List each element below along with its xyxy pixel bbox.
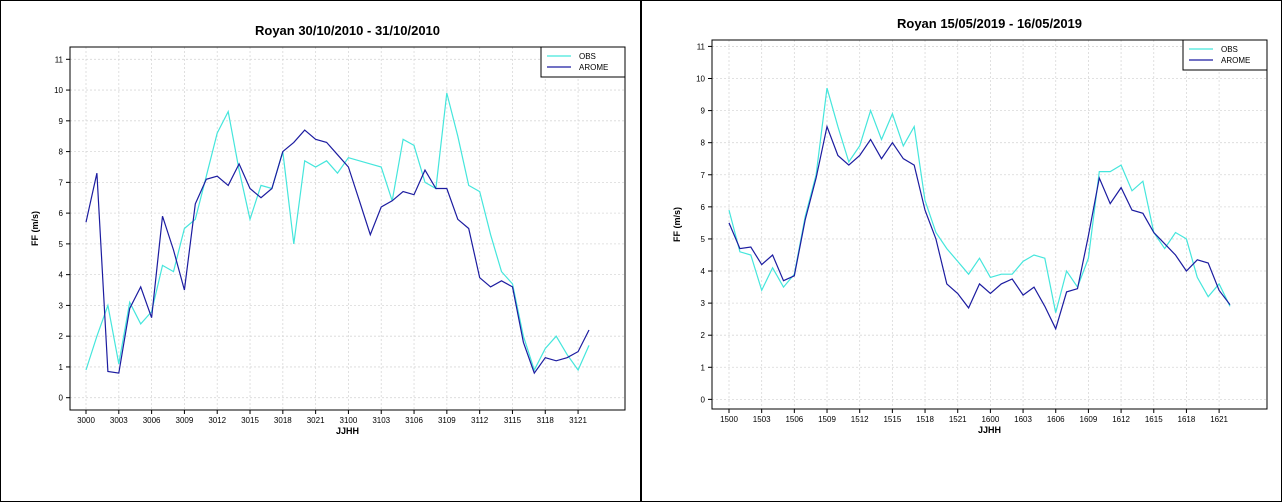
x-tick-label: 1615 (1145, 415, 1163, 424)
y-tick-label: 0 (59, 394, 64, 403)
chart-title: Royan 15/05/2019 - 16/05/2019 (897, 16, 1082, 31)
series-line (85, 92, 590, 372)
y-tick-label: 9 (701, 107, 706, 116)
y-tick-label: 1 (59, 363, 64, 372)
y-tick-label: 3 (59, 301, 64, 310)
y-tick-label: 7 (701, 171, 706, 180)
x-tick-label: 1521 (949, 415, 967, 424)
y-tick-label: 1 (701, 363, 706, 372)
series-line (728, 124, 1231, 331)
y-tick-label: 2 (59, 332, 64, 341)
y-tick-label: 11 (697, 42, 706, 51)
x-tick-label: 3000 (77, 416, 95, 425)
plot-frame (711, 39, 1268, 410)
chart-title: Royan 30/10/2010 - 31/10/2010 (255, 23, 440, 38)
x-tick-label: 1503 (753, 415, 771, 424)
y-tick-label: 10 (54, 86, 63, 95)
x-tick-label: 1612 (1112, 415, 1130, 424)
legend-label: AROME (1221, 56, 1250, 65)
y-tick-label: 11 (55, 55, 64, 64)
x-tick-label: 1600 (981, 415, 999, 424)
y-tick-label: 2 (701, 331, 706, 340)
x-tick-label: 3021 (307, 416, 325, 425)
x-tick-label: 1500 (720, 415, 738, 424)
x-tick-label: 3012 (208, 416, 226, 425)
x-tick-label: 3015 (241, 416, 259, 425)
x-tick-label: 1618 (1178, 415, 1196, 424)
y-tick-label: 6 (59, 209, 64, 218)
x-tick-label: 1512 (851, 415, 869, 424)
x-tick-label: 3003 (110, 416, 128, 425)
x-tick-label: 3118 (537, 416, 555, 425)
y-tick-label: 4 (59, 271, 64, 280)
y-tick-label: 5 (701, 235, 706, 244)
y-tick-label: 6 (701, 203, 706, 212)
y-tick-label: 10 (696, 75, 705, 84)
x-axis-label: JJHH (336, 426, 359, 436)
legend-label: OBS (579, 52, 596, 61)
x-tick-label: 1509 (818, 415, 836, 424)
y-tick-label: 8 (59, 148, 64, 157)
x-axis-label: JJHH (978, 425, 1001, 435)
y-tick-label: 5 (59, 240, 64, 249)
series-line (728, 87, 1231, 313)
y-tick-label: 0 (701, 395, 706, 404)
legend-label: AROME (579, 63, 608, 72)
x-tick-label: 1518 (916, 415, 934, 424)
x-tick-label: 3006 (143, 416, 161, 425)
legend-box (540, 46, 626, 78)
x-tick-label: 3115 (504, 416, 522, 425)
x-tick-label: 1609 (1080, 415, 1098, 424)
panel-border (641, 0, 1282, 502)
y-tick-label: 8 (701, 139, 706, 148)
y-tick-label: 4 (701, 267, 706, 276)
x-tick-label: 3106 (405, 416, 423, 425)
plot-frame (69, 46, 626, 411)
x-tick-label: 3112 (471, 416, 489, 425)
x-tick-label: 1506 (785, 415, 803, 424)
y-tick-label: 9 (59, 117, 64, 126)
x-tick-label: 3109 (438, 416, 456, 425)
legend-box (1182, 39, 1268, 71)
y-axis-label: FF (m/s) (30, 211, 40, 246)
x-tick-label: 3018 (274, 416, 292, 425)
x-tick-label: 3009 (176, 416, 194, 425)
x-tick-label: 1515 (883, 415, 901, 424)
y-axis-label: FF (m/s) (672, 207, 682, 242)
legend-label: OBS (1221, 45, 1238, 54)
series-line (85, 129, 590, 375)
x-tick-label: 1603 (1014, 415, 1032, 424)
y-tick-label: 7 (59, 178, 64, 187)
x-tick-label: 3121 (569, 416, 587, 425)
x-tick-label: 3100 (340, 416, 358, 425)
x-tick-label: 3103 (372, 416, 390, 425)
x-tick-label: 1606 (1047, 415, 1065, 424)
x-tick-label: 1621 (1210, 415, 1228, 424)
y-tick-label: 3 (701, 299, 706, 308)
